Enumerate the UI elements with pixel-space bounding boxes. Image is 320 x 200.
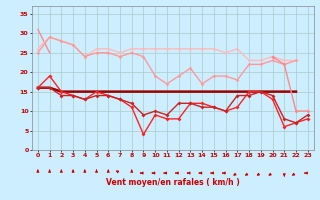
- X-axis label: Vent moyen/en rafales ( km/h ): Vent moyen/en rafales ( km/h ): [106, 178, 240, 187]
